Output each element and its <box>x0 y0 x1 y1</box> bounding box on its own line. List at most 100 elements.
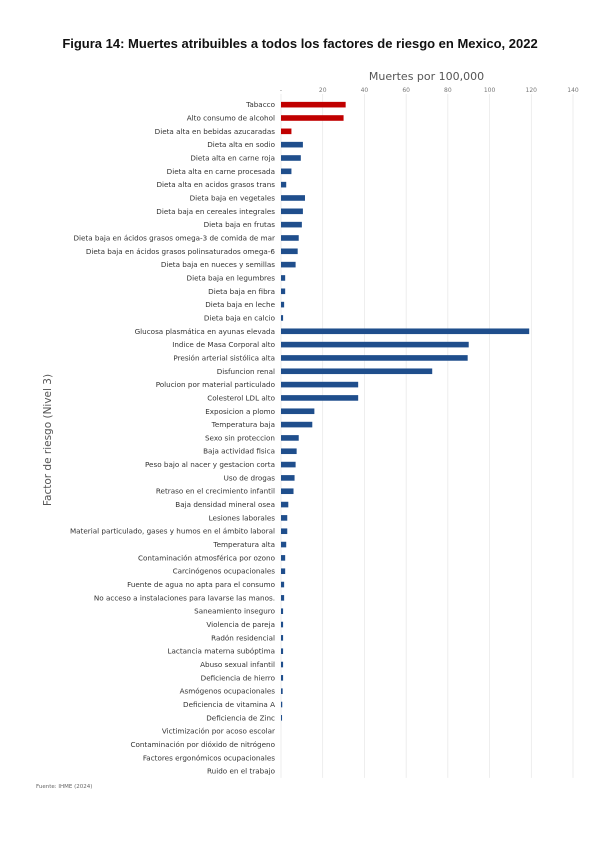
bar <box>281 221 302 228</box>
category-label: Dieta baja en calcio <box>204 313 275 322</box>
category-label: Abuso sexual infantil <box>200 660 275 669</box>
bar <box>281 635 284 641</box>
category-label: Baja densidad mineral osea <box>175 500 275 509</box>
bar <box>281 235 299 241</box>
bar <box>281 675 284 681</box>
x-tick-label: 40 <box>361 87 369 94</box>
category-label: Temperatura alta <box>212 540 275 549</box>
category-label: Factores ergonómicos ocupacionales <box>143 753 275 762</box>
bar <box>281 288 286 295</box>
bar <box>281 661 284 668</box>
category-label: Asmógenos ocupacionales <box>180 687 276 696</box>
category-label: Lesiones laborales <box>209 513 276 522</box>
bar <box>281 608 284 615</box>
category-label: Sexo sin proteccion <box>205 433 275 442</box>
category-label: Dieta baja en vegetales <box>190 193 276 202</box>
bar <box>281 101 346 108</box>
category-label: Dieta alta en sodio <box>207 140 275 149</box>
bar <box>281 701 283 708</box>
category-label: Carcinógenos ocupacionales <box>173 567 276 576</box>
category-label: Retraso en el crecimiento infantil <box>156 487 275 496</box>
bar <box>281 301 285 308</box>
bar <box>281 368 433 375</box>
x-tick-label: 140 <box>567 87 579 94</box>
category-label: Dieta alta en bebidas azucaradas <box>155 127 276 136</box>
x-tick-label: 20 <box>319 87 327 94</box>
bar <box>281 168 292 175</box>
category-label: Deficiencia de hierro <box>201 673 275 682</box>
category-label: Dieta baja en ácidos grasos polinsaturad… <box>86 247 276 256</box>
category-label: Saneamiento inseguro <box>194 607 275 616</box>
category-label: Peso bajo al nacer y gestacion corta <box>145 460 275 469</box>
category-label: Alto consumo de alcohol <box>187 113 275 122</box>
category-label: Dieta baja en ácidos grasos omega-3 de c… <box>73 233 275 242</box>
bar <box>281 155 301 161</box>
category-label: Dieta alta en carne roja <box>190 153 275 162</box>
bar <box>281 261 296 268</box>
bar <box>281 555 286 561</box>
category-label: Deficiencia de Zinc <box>206 713 275 722</box>
category-label: Dieta baja en frutas <box>204 220 276 229</box>
category-label: Glucosa plasmática en ayunas elevada <box>135 327 275 336</box>
bar <box>281 181 287 188</box>
category-label: Ruido en el trabajo <box>207 767 275 776</box>
category-label: Lactancia materna subóptima <box>167 647 275 656</box>
category-label: Victimización por acoso escolar <box>162 727 275 736</box>
x-tick-label: 120 <box>526 87 538 94</box>
category-label: Tabacco <box>245 100 275 109</box>
bar <box>281 621 284 628</box>
bar <box>281 581 285 588</box>
source-note: Fuente: IHME (2024) <box>36 784 93 790</box>
x-tick-label: 100 <box>484 87 496 94</box>
x-axis-title: Muertes por 100,000 <box>368 70 485 83</box>
category-label: Dieta baja en nueces y semillas <box>161 260 275 269</box>
bar <box>281 715 283 721</box>
bar <box>281 341 469 348</box>
category-label: Baja actividad fisica <box>203 447 275 456</box>
category-label: Contaminación atmosférica por ozono <box>138 553 275 562</box>
category-label: No acceso a instalaciones para lavarse l… <box>94 593 275 602</box>
category-label: Fuente de agua no apta para el consumo <box>127 580 275 589</box>
bar <box>281 275 286 281</box>
bar <box>281 541 287 548</box>
x-tick-label: 80 <box>444 87 452 94</box>
category-label: Colesterol LDL alto <box>207 393 275 402</box>
category-label: Material particulado, gases y humos en e… <box>70 527 275 536</box>
bar <box>281 515 288 521</box>
bar <box>281 501 289 508</box>
category-label: Dieta alta en carne procesada <box>167 167 275 176</box>
bar <box>281 408 315 415</box>
x-tick-label: 60 <box>402 87 410 94</box>
category-label: Dieta alta en acidos grasos trans <box>156 180 275 189</box>
bar <box>281 475 295 481</box>
category-label: Disfuncion renal <box>217 367 275 376</box>
bar <box>281 488 294 495</box>
bar <box>281 448 297 455</box>
category-label: Exposicion a plomo <box>205 407 275 416</box>
bar <box>281 688 283 694</box>
bar <box>281 355 468 361</box>
category-label: Dieta baja en fibra <box>208 287 275 296</box>
category-label: Dieta baja en leche <box>205 300 275 309</box>
category-label: Dieta baja en legumbres <box>187 273 276 282</box>
bar <box>281 648 284 654</box>
category-label: Polucion por material particulado <box>156 380 275 389</box>
bar <box>281 381 359 388</box>
bar <box>281 141 303 148</box>
chart-title: Figura 14: Muertes atribuibles a todos l… <box>62 36 538 51</box>
bar <box>281 248 298 255</box>
bar <box>281 461 296 468</box>
bar <box>281 568 286 575</box>
bar <box>281 421 313 428</box>
bar <box>281 208 303 215</box>
x-tick-label: - <box>280 87 282 94</box>
bar <box>281 315 284 321</box>
bar <box>281 115 344 121</box>
category-label: Temperatura baja <box>211 420 275 429</box>
bar <box>281 395 359 401</box>
category-label: Presión arterial sistólica alta <box>173 353 275 362</box>
category-label: Dieta baja en cereales integrales <box>156 207 275 216</box>
category-label: Uso de drogas <box>224 473 276 482</box>
category-label: Deficiencia de vitamina A <box>183 700 275 709</box>
